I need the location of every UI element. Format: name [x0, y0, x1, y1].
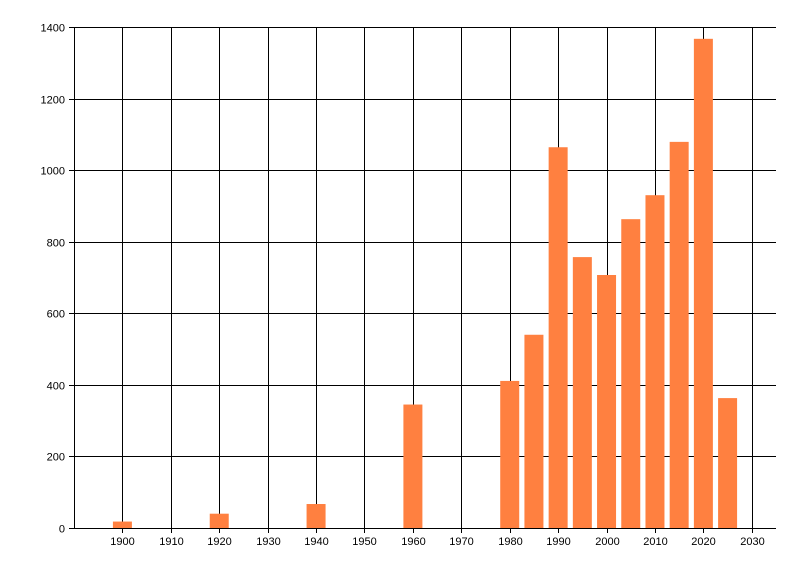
- y-tick-label: 400: [47, 381, 65, 393]
- bar: [548, 147, 568, 529]
- x-tick-label: 1990: [546, 536, 570, 548]
- bar: [209, 513, 229, 528]
- x-tick-label: 1930: [256, 536, 280, 548]
- x-tick-label: 1920: [207, 536, 231, 548]
- x-tick-label: 2000: [595, 536, 619, 548]
- x-axis-ticks: 1900 1910 1920 1930 1940 1950 1960 1970 1980 1990…: [110, 528, 765, 548]
- bar: [621, 219, 641, 529]
- x-tick-label: 2030: [740, 536, 764, 548]
- bar: [112, 521, 132, 528]
- bar-series: [112, 38, 738, 529]
- y-tick-label: 800: [47, 238, 65, 250]
- x-tick-label: 1980: [498, 536, 522, 548]
- x-tick-label: 1940: [304, 536, 328, 548]
- x-tick-label: 2010: [643, 536, 667, 548]
- y-tick-label: 1200: [41, 95, 65, 107]
- x-tick-label: 2020: [691, 536, 715, 548]
- bar: [669, 141, 689, 528]
- y-tick-label: 600: [47, 309, 65, 321]
- y-axis-ticks: 0 200 400 600 800 1000 1200 1400: [41, 23, 74, 536]
- bar: [718, 398, 738, 528]
- bar: [500, 380, 520, 528]
- y-tick-label: 1000: [41, 166, 65, 178]
- bar: [597, 275, 617, 528]
- bar: [693, 38, 713, 529]
- x-tick-label: 1960: [401, 536, 425, 548]
- y-tick-label: 200: [47, 452, 65, 464]
- y-tick-label: 0: [59, 524, 65, 536]
- x-tick-label: 1910: [159, 536, 183, 548]
- bar: [306, 504, 326, 528]
- bar: [403, 404, 423, 528]
- x-tick-label: 1970: [449, 536, 473, 548]
- x-tick-label: 1950: [352, 536, 376, 548]
- bar: [524, 334, 544, 528]
- bar: [572, 257, 592, 528]
- x-tick-label: 1900: [110, 536, 134, 548]
- bar: [645, 195, 665, 528]
- axes: [74, 27, 776, 529]
- y-tick-label: 1400: [41, 23, 65, 35]
